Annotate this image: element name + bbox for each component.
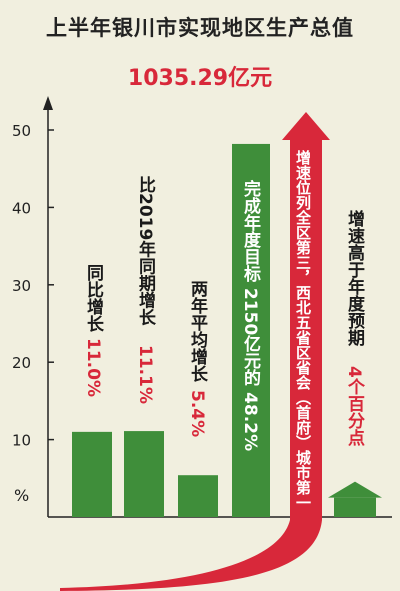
annotation-2-value: 11.1% [135,345,155,404]
annotation-5-text: 增速位列全区第三，西北五省区省会（首府）城市第一 [294,150,312,510]
annotation-4-text: 完成年度目标 2150亿元的 48.2% [240,180,260,452]
chart-title: 上半年银川市实现地区生产总值 [46,16,354,40]
bar-1 [72,431,112,517]
annotation-3-text: 两年平均增长 [187,280,207,382]
annotation-6-text: 增速高于年度预期 [344,210,364,346]
y-tick-label-1: 20 [12,354,31,372]
y-tick-label-2: 30 [12,277,31,295]
growth-arrow-shape [60,112,330,591]
annotation-3-value: 5.4% [187,390,207,438]
annotation-1-value: 11.0% [83,338,103,397]
bar-2 [124,431,164,517]
annotation-6-value: 4个百分点 [344,366,364,446]
bars [72,143,382,517]
bar-5-arrowhead [328,481,382,498]
y-axis-label: % [14,486,29,505]
y-tick-label-4: 50 [12,122,31,140]
y-tick-label-3: 40 [12,199,31,217]
axes: 10 20 30 40 50% [12,96,392,518]
y-axis-arrowhead [43,96,53,110]
total-value: 1035.29亿元 [127,66,273,91]
annotation-2-text: 比2019年同期增长 [135,176,155,326]
bar-4 [232,143,270,517]
y-tick-label-0: 10 [12,432,31,450]
bar-3 [178,475,218,517]
growth-arrow [60,112,330,591]
annotation-1-text: 同比增长 [83,264,103,332]
bar-5 [334,497,376,517]
